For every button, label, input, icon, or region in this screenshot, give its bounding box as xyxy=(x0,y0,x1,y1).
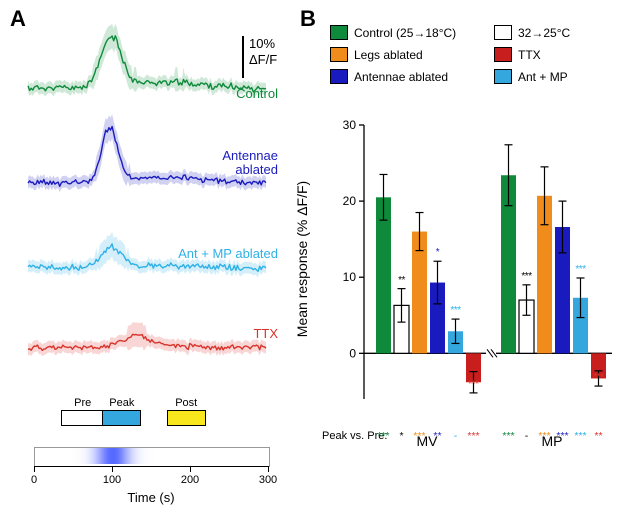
svg-text:-: - xyxy=(454,430,458,442)
significance-marker: *** xyxy=(468,379,478,390)
svg-text:30: 30 xyxy=(343,118,357,132)
legend-item: TTX xyxy=(494,47,541,62)
bar-chart: Mean response (% ΔF/F) 0102030Peak vs. P… xyxy=(320,115,612,455)
svg-text:20: 20 xyxy=(343,194,357,208)
svg-text:***: *** xyxy=(467,430,479,442)
svg-text:Control: Control xyxy=(236,86,278,101)
legend-item: Ant + MP xyxy=(494,69,568,84)
bars-svg: 0102030Peak vs. Pre:*********-******-***… xyxy=(320,115,612,455)
svg-text:***: *** xyxy=(377,430,389,442)
significance-marker: ** xyxy=(398,275,405,286)
significance-marker: *** xyxy=(521,271,531,282)
svg-text:ΔF/F: ΔF/F xyxy=(249,52,277,67)
significance-marker: *** xyxy=(593,372,603,383)
svg-text:*: * xyxy=(399,430,403,442)
svg-text:***: *** xyxy=(574,430,586,442)
traces-plot: 10%ΔF/F Control Antennaeablated Ant + MP ab… xyxy=(18,18,288,398)
panel-b-label: B xyxy=(300,6,316,32)
svg-text:-: - xyxy=(525,430,529,442)
significance-marker: *** xyxy=(450,305,460,316)
panel-b: B Control (25→18°C)32→25°CLegs ablatedTT… xyxy=(300,10,614,516)
y-axis-title: Mean response (% ΔF/F) xyxy=(294,119,310,399)
window-box: Post xyxy=(167,410,206,426)
xaxis-title: Time (s) xyxy=(30,490,272,505)
svg-text:0: 0 xyxy=(349,346,356,360)
group-label: MP xyxy=(542,433,563,449)
legend-item: Legs ablated xyxy=(330,47,423,62)
legend-item: Antennae ablated xyxy=(330,69,448,84)
svg-text:Ant + MP ablated: Ant + MP ablated xyxy=(178,246,278,261)
svg-text:***: *** xyxy=(502,430,514,442)
group-label: MV xyxy=(417,433,438,449)
svg-text:10%: 10% xyxy=(249,36,275,51)
legend-item: 32→25°C xyxy=(494,25,570,40)
pre-peak-post-bar: PrePeak Post xyxy=(38,410,268,448)
gradient-bar xyxy=(34,447,270,467)
window-box: Peak xyxy=(102,410,141,426)
significance-marker: * xyxy=(436,247,439,258)
svg-text:Antennae: Antennae xyxy=(222,148,278,163)
svg-text:TTX: TTX xyxy=(253,326,278,341)
panel-a: A 10%ΔF/FControlAntennaeablatedAnt + MP … xyxy=(10,10,290,516)
panel-a-xaxis: Time (s) 0100200300 xyxy=(30,466,272,506)
significance-marker: *** xyxy=(575,264,585,275)
svg-text:10: 10 xyxy=(343,270,357,284)
svg-text:**: ** xyxy=(594,430,602,442)
legend-item: Control (25→18°C) xyxy=(330,25,456,40)
window-box: Pre xyxy=(61,410,104,426)
figure: A 10%ΔF/FControlAntennaeablatedAnt + MP … xyxy=(0,0,624,526)
svg-text:ablated: ablated xyxy=(235,162,278,177)
